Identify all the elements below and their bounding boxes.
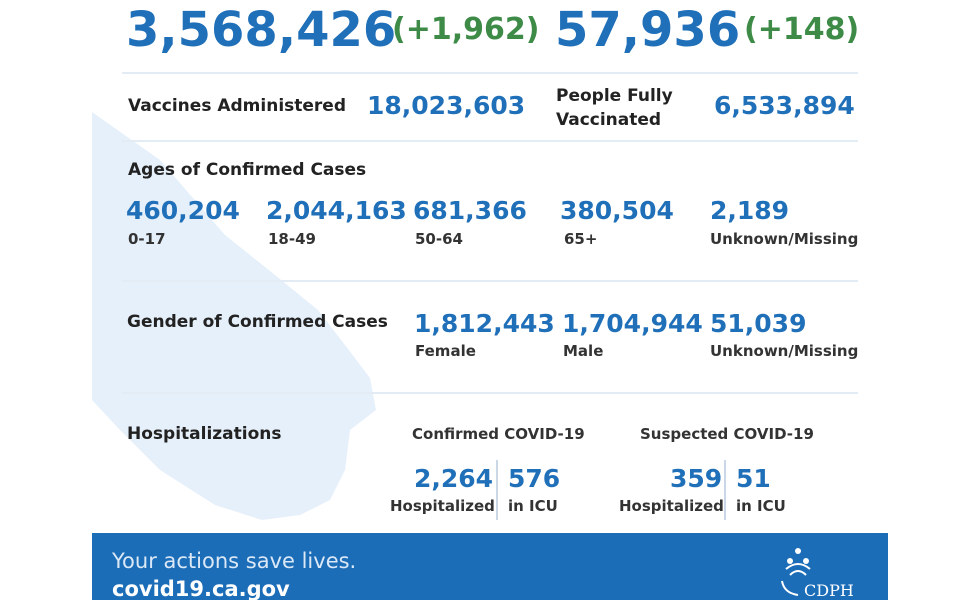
confirmed-hospitalized-label: Hospitalized — [390, 497, 495, 515]
age-18-49-label: 18-49 — [268, 230, 316, 248]
age-unknown-value: 2,189 — [710, 196, 790, 225]
stats-card: 3,568,426 (+1,962) 57,936 (+148) Vaccine… — [92, 0, 888, 601]
age-0-17-label: 0-17 — [128, 230, 166, 248]
age-unknown-label: Unknown/Missing — [710, 230, 859, 248]
gender-male-label: Male — [563, 342, 604, 360]
gender-female-value: 1,812,443 — [414, 309, 555, 338]
total-deaths-change: (+148) — [744, 12, 860, 47]
gender-unknown-value: 51,039 — [710, 309, 807, 338]
vaccines-administered-value: 18,023,603 — [367, 91, 526, 120]
footer-banner: Your actions save lives. covid19.ca.gov … — [92, 533, 888, 601]
suspected-hospitalized-label: Hospitalized — [619, 497, 724, 515]
hospitalizations-title: Hospitalizations — [127, 424, 282, 444]
gender-female-label: Female — [415, 342, 476, 360]
gender-unknown-label: Unknown/Missing — [710, 342, 859, 360]
suspected-divider — [724, 460, 726, 520]
fully-vaccinated-label-line2: Vaccinated — [556, 110, 662, 130]
age-65-plus-label: 65+ — [564, 230, 598, 248]
suspected-icu-label: in ICU — [736, 497, 786, 515]
confirmed-icu-value: 576 — [508, 464, 561, 493]
footer-tagline: Your actions save lives. — [112, 549, 357, 573]
age-50-64-value: 681,366 — [413, 196, 527, 225]
gender-male-value: 1,704,944 — [562, 309, 703, 338]
confirmed-divider — [496, 460, 498, 520]
cdph-logo: CDPH — [776, 541, 866, 600]
vaccines-administered-label: Vaccines Administered — [128, 96, 347, 116]
divider — [122, 392, 858, 394]
total-deaths-value: 57,936 — [555, 2, 741, 58]
ages-section-title: Ages of Confirmed Cases — [128, 160, 367, 180]
divider — [122, 72, 858, 74]
suspected-icu-value: 51 — [736, 464, 771, 493]
confirmed-hospitalized-value: 2,264 — [414, 464, 494, 493]
fully-vaccinated-value: 6,533,894 — [714, 91, 855, 120]
suspected-hospitalized-value: 359 — [670, 464, 723, 493]
suspected-covid-title: Suspected COVID-19 — [640, 425, 814, 443]
total-cases-value: 3,568,426 — [126, 2, 397, 58]
age-50-64-label: 50-64 — [415, 230, 463, 248]
divider — [122, 280, 858, 282]
footer-website-link[interactable]: covid19.ca.gov — [112, 577, 290, 601]
confirmed-icu-label: in ICU — [508, 497, 558, 515]
confirmed-covid-title: Confirmed COVID-19 — [412, 425, 585, 443]
cdph-logo-text: CDPH — [804, 581, 854, 600]
gender-section-title: Gender of Confirmed Cases — [127, 312, 388, 332]
fully-vaccinated-label-line1: People Fully — [556, 86, 673, 106]
divider — [122, 140, 858, 142]
cdph-logo-icon — [781, 548, 811, 596]
age-18-49-value: 2,044,163 — [266, 196, 407, 225]
age-0-17-value: 460,204 — [126, 196, 240, 225]
total-cases-change: (+1,962) — [392, 12, 540, 47]
age-65-plus-value: 380,504 — [560, 196, 674, 225]
